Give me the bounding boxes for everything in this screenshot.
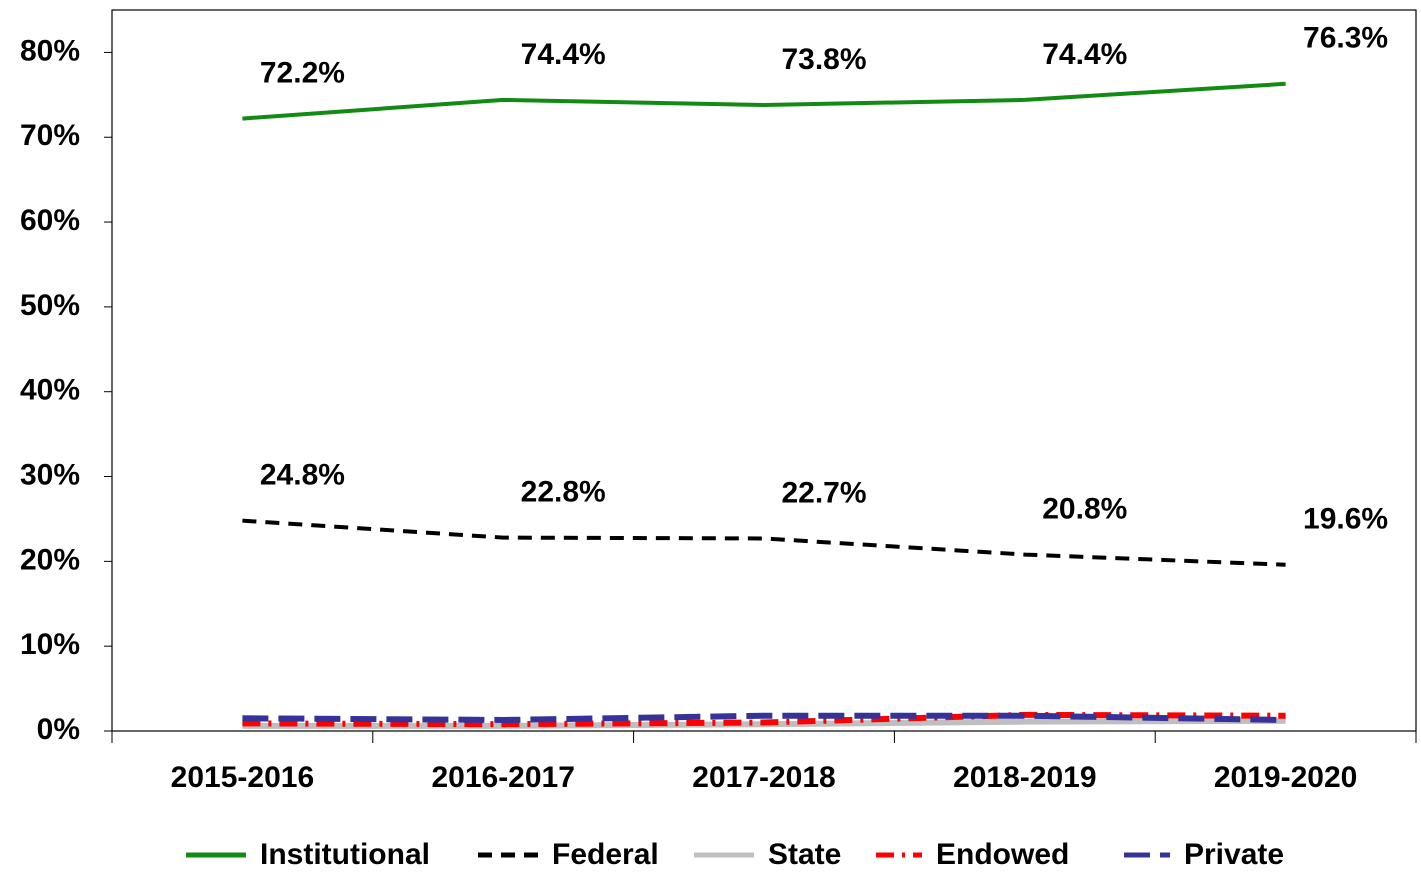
data-label: 74.4% [521, 38, 606, 71]
x-tick-label: 2016-2017 [431, 761, 574, 794]
x-tick-label: 2015-2016 [171, 761, 314, 794]
legend-label: Private [1184, 838, 1284, 871]
x-tick-label: 2017-2018 [692, 761, 835, 794]
y-tick-label: 60% [20, 204, 80, 237]
data-label: 72.2% [260, 56, 345, 89]
data-label: 74.4% [1042, 38, 1127, 71]
x-tick-label: 2019-2020 [1214, 761, 1357, 794]
series-line [242, 711, 1286, 728]
y-tick-label: 10% [20, 628, 80, 661]
y-tick-label: 0% [37, 713, 80, 746]
x-tick-label: 2018-2019 [953, 761, 1096, 794]
data-label: 76.3% [1303, 22, 1388, 55]
data-label: 24.8% [260, 459, 345, 492]
data-label: 22.8% [521, 476, 606, 509]
series-line [242, 81, 1286, 121]
legend-label: Endowed [936, 838, 1069, 871]
legend-label: Institutional [260, 838, 430, 871]
legend-label: State [768, 838, 841, 871]
y-tick-label: 30% [20, 458, 80, 491]
data-label: 19.6% [1303, 503, 1388, 536]
data-label: 73.8% [781, 43, 866, 76]
plot-area [111, 9, 1417, 732]
data-label: 22.7% [781, 476, 866, 509]
legend-label: Federal [552, 838, 659, 871]
series-line [242, 518, 1286, 567]
data-label: 20.8% [1042, 492, 1127, 525]
y-tick-label: 70% [20, 119, 80, 152]
series-line [242, 712, 1286, 723]
y-tick-label: 50% [20, 289, 80, 322]
y-tick-label: 40% [20, 374, 80, 407]
y-tick-label: 20% [20, 543, 80, 576]
y-tick-label: 80% [20, 34, 80, 67]
